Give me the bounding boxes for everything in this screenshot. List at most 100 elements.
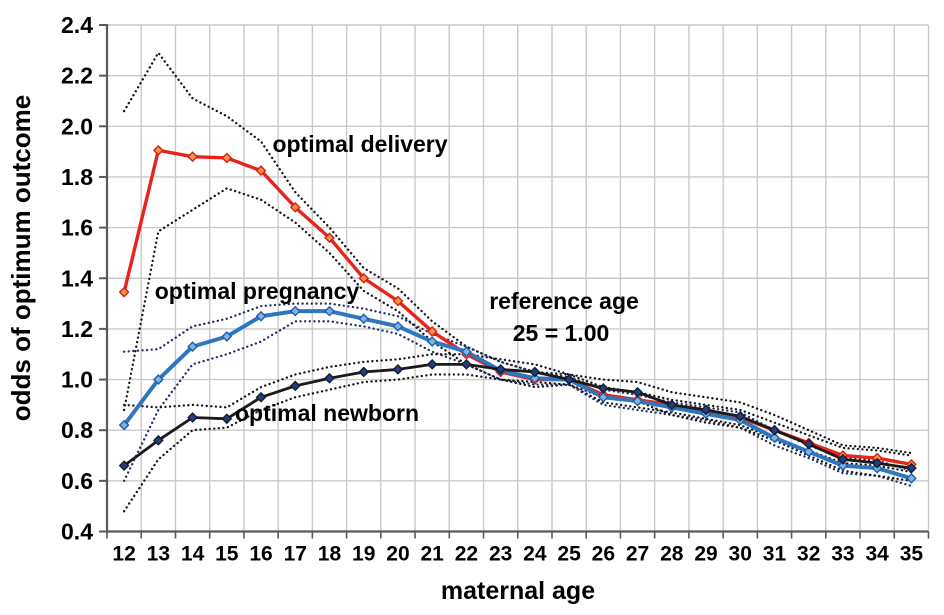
marker-optimal-newborn (769, 424, 780, 436)
label-optimal-newborn: optimal newborn (235, 400, 419, 426)
x-tick-label: 20 (386, 543, 409, 566)
label-reference-value: 25 = 1.00 (513, 320, 610, 346)
x-tick-label: 16 (249, 543, 272, 566)
marker-optimal-pregnancy (358, 313, 370, 325)
marker-optimal-delivery (221, 152, 233, 164)
marker-optimal-delivery (118, 286, 130, 298)
label-optimal-pregnancy: optimal pregnancy (155, 278, 360, 304)
x-tick-label: 32 (797, 543, 820, 566)
marker-optimal-pregnancy (529, 372, 541, 384)
ci-lower-optimal-pregnancy (122, 320, 913, 488)
x-tick-label: 35 (900, 543, 924, 566)
x-tick-label: 15 (215, 543, 239, 566)
y-tick-label: 2.0 (61, 113, 93, 139)
marker-optimal-newborn (597, 383, 609, 394)
x-tick-label: 19 (352, 543, 375, 566)
marker-optimal-newborn (666, 399, 678, 411)
marker-optimal-newborn (700, 404, 712, 416)
x-tick-label: 34 (865, 543, 889, 566)
x-tick-label: 25 (557, 543, 581, 566)
marker-optimal-newborn (255, 391, 267, 403)
ci-upper-optimal-newborn (122, 353, 913, 455)
marker-optimal-delivery (426, 326, 438, 337)
marker-optimal-newborn (529, 366, 541, 378)
marker-optimal-newborn (289, 380, 301, 392)
marker-optimal-pregnancy (392, 320, 404, 332)
label-optimal-delivery: optimal delivery (272, 131, 447, 157)
marker-optimal-pregnancy (426, 336, 438, 347)
series-line-optimal-newborn (122, 362, 913, 470)
x-tick-label: 30 (729, 543, 752, 566)
marker-optimal-newborn (905, 462, 917, 474)
marker-optimal-delivery (255, 165, 267, 177)
y-tick-label: 0.4 (61, 519, 93, 545)
y-tick-label: 2.2 (61, 63, 93, 89)
x-axis-title: maternal age (440, 577, 596, 605)
marker-optimal-pregnancy (597, 391, 609, 403)
marker-optimal-delivery (289, 201, 301, 213)
marker-optimal-pregnancy (187, 341, 198, 353)
series-line-optimal-pregnancy (122, 309, 914, 481)
x-tick-label: 23 (489, 543, 512, 566)
marker-optimal-delivery (324, 232, 335, 244)
marker-optimal-pregnancy (255, 310, 267, 322)
ci-upper-optimal-delivery (122, 50, 913, 457)
marker-optimal-pregnancy (837, 460, 849, 472)
marker-optimal-pregnancy (632, 395, 643, 407)
label-reference-age: reference age (489, 288, 639, 314)
x-tick-label: 14 (181, 543, 205, 566)
y-tick-label: 1.0 (61, 367, 93, 393)
marker-optimal-newborn (871, 457, 883, 469)
marker-optimal-newborn (324, 372, 335, 384)
y-tick-label: 1.6 (61, 215, 93, 241)
y-tick-label: 2.4 (61, 12, 93, 38)
marker-optimal-newborn (563, 374, 575, 385)
marker-optimal-pregnancy (221, 331, 233, 342)
y-tick-label: 0.8 (61, 417, 93, 443)
marker-optimal-pregnancy (118, 419, 130, 431)
marker-optimal-pregnancy (289, 305, 301, 317)
x-tick-label: 24 (523, 543, 547, 566)
y-tick-label: 1.8 (61, 164, 93, 190)
x-tick-label: 26 (592, 543, 615, 566)
ci-lower-optimal-newborn (122, 373, 913, 513)
x-tick-label: 27 (626, 543, 649, 566)
x-tick-label: 17 (284, 543, 307, 566)
x-tick-label: 22 (455, 543, 478, 566)
marker-optimal-newborn (358, 366, 370, 378)
x-tick-label: 31 (763, 543, 787, 566)
marker-optimal-newborn (461, 358, 472, 370)
x-tick-label: 18 (318, 543, 342, 566)
y-tick-label: 0.6 (61, 468, 93, 494)
marker-optimal-pregnancy (324, 305, 335, 317)
x-tick-label: 28 (660, 543, 684, 566)
marker-optimal-newborn (221, 413, 233, 425)
marker-optimal-pregnancy (905, 472, 917, 484)
marker-optimal-delivery (187, 151, 198, 163)
marker-optimal-newborn (734, 410, 746, 422)
marker-optimal-delivery (392, 295, 404, 307)
marker-optimal-delivery (152, 144, 164, 156)
marker-optimal-newborn (803, 438, 815, 450)
x-tick-label: 13 (147, 543, 170, 566)
marker-optimal-newborn (187, 412, 198, 423)
y-tick-label: 1.2 (61, 316, 93, 342)
x-tick-label: 21 (420, 543, 444, 566)
marker-optimal-newborn (837, 453, 849, 465)
marker-optimal-newborn (495, 364, 507, 375)
marker-optimal-pregnancy (461, 346, 472, 358)
y-tick-label: 1.4 (61, 265, 93, 291)
marker-optimal-pregnancy (152, 374, 164, 385)
marker-optimal-newborn (426, 358, 438, 370)
x-tick-label: 12 (112, 543, 135, 566)
marker-optimal-newborn (118, 460, 130, 472)
marker-optimal-pregnancy (803, 446, 815, 458)
x-tick-label: 33 (831, 543, 854, 566)
marker-optimal-newborn (152, 434, 164, 446)
y-axis-title: odds of optimum outcome (6, 94, 36, 422)
marker-optimal-delivery (358, 272, 370, 284)
marker-optimal-newborn (392, 364, 404, 375)
marker-optimal-newborn (632, 386, 643, 398)
